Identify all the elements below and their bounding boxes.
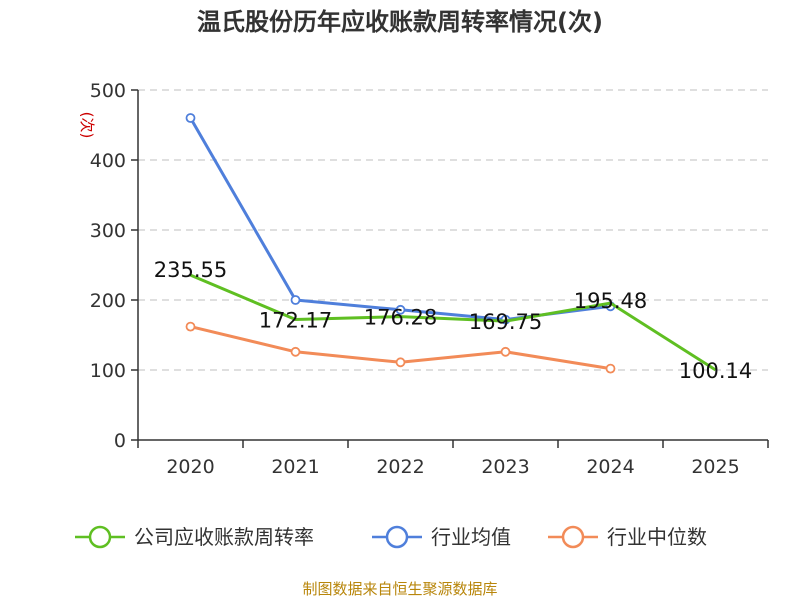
source-note: 制图数据来自恒生聚源数据库 <box>302 580 497 598</box>
point-industry_median-2022[interactable] <box>395 357 406 368</box>
point-industry_avg-2022[interactable] <box>395 304 406 315</box>
series-group <box>185 113 717 374</box>
series-line-industry_avg <box>189 117 611 322</box>
legend-marker-company <box>88 525 112 549</box>
data-label-company-2025: 100.14 <box>679 359 752 383</box>
grid-lines <box>138 89 768 371</box>
y-tick-label-400: 400 <box>90 150 126 172</box>
legend-item-company[interactable]: 公司应收账款周转率 <box>75 525 314 549</box>
data-label-company-2023: 169.75 <box>469 310 542 334</box>
x-tick-label-2024: 2024 <box>586 456 634 478</box>
point-industry_avg-2021[interactable] <box>290 295 301 305</box>
legend-label-industry_median: 行业中位数 <box>607 525 707 549</box>
chart-title: 温氏股份历年应收账款周转率情况(次) <box>197 8 603 36</box>
legend-marker-industry_avg <box>385 525 409 549</box>
axes: 0 100 200 300 400 500 2020 2021 2022 2023 2024 2025 <box>90 80 769 478</box>
x-tick-label-2020: 2020 <box>166 456 214 478</box>
point-industry_median-2023[interactable] <box>500 346 511 357</box>
y-tick-label-100: 100 <box>90 360 126 382</box>
legend-item-industry_median[interactable]: 行业中位数 <box>548 525 707 549</box>
series-line-company <box>189 273 717 372</box>
y-axis-unit: (次) <box>78 112 96 139</box>
y-tick-label-200: 200 <box>90 290 126 312</box>
x-tick-label-2021: 2021 <box>271 456 319 478</box>
x-tick-label-2022: 2022 <box>376 456 424 478</box>
point-industry_median-2021[interactable] <box>290 346 301 357</box>
data-label-company-2024: 195.48 <box>574 289 647 313</box>
legend[interactable]: 公司应收账款周转率 行业均值 行业中位数 <box>75 525 707 549</box>
y-tick-label-0: 0 <box>114 430 126 452</box>
data-label-company-2020: 235.55 <box>154 258 227 282</box>
point-industry_avg-2020[interactable] <box>185 113 196 123</box>
point-industry_median-2020[interactable] <box>185 321 196 332</box>
legend-marker-industry_median <box>561 525 585 549</box>
data-label-company-2021: 172.17 <box>259 308 332 332</box>
legend-label-industry_avg: 行业均值 <box>431 525 511 549</box>
legend-label-company: 公司应收账款周转率 <box>134 525 314 549</box>
y-tick-label-300: 300 <box>90 220 126 242</box>
legend-item-industry_avg[interactable]: 行业均值 <box>372 525 511 549</box>
data-label-company-2022: 176.28 <box>364 306 437 330</box>
point-industry_median-2024[interactable] <box>605 363 616 374</box>
data-labels: 235.55 172.17 176.28 169.75 195.48 100.14 <box>154 258 752 383</box>
x-tick-label-2025: 2025 <box>691 456 739 478</box>
x-tick-label-2023: 2023 <box>481 456 529 478</box>
y-tick-label-500: 500 <box>90 80 126 102</box>
